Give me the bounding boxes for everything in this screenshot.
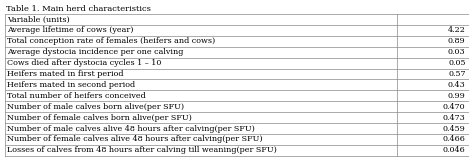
Text: 0.05: 0.05 xyxy=(448,59,465,67)
Bar xyxy=(5,36,397,47)
Text: 0.046: 0.046 xyxy=(443,146,465,154)
Bar xyxy=(5,112,397,123)
Bar xyxy=(5,101,397,112)
Text: 0.43: 0.43 xyxy=(448,81,465,89)
Bar xyxy=(397,69,469,80)
Text: 0.03: 0.03 xyxy=(448,48,465,56)
Bar xyxy=(5,25,397,36)
Bar xyxy=(397,112,469,123)
Bar xyxy=(5,14,397,25)
Text: Number of female calves born alive(per SFU): Number of female calves born alive(per S… xyxy=(7,114,192,122)
Bar xyxy=(397,90,469,101)
Text: Number of male calves alive 48 hours after calving(per SFU): Number of male calves alive 48 hours aft… xyxy=(7,124,255,132)
Bar xyxy=(397,36,469,47)
Bar xyxy=(5,58,397,69)
Bar xyxy=(5,47,397,58)
Bar xyxy=(5,90,397,101)
Text: 0.473: 0.473 xyxy=(443,114,465,122)
Text: 0.470: 0.470 xyxy=(443,103,465,111)
Text: Cows died after dystocia cycles 1 – 10: Cows died after dystocia cycles 1 – 10 xyxy=(7,59,162,67)
Bar xyxy=(5,69,397,80)
Bar xyxy=(5,134,397,145)
Text: Table 1. Main herd characteristics: Table 1. Main herd characteristics xyxy=(6,5,151,13)
Text: Total number of heifers conceived: Total number of heifers conceived xyxy=(7,92,146,100)
Bar xyxy=(397,101,469,112)
Bar xyxy=(397,25,469,36)
Bar xyxy=(397,123,469,134)
Text: Heifers mated in first period: Heifers mated in first period xyxy=(7,70,124,78)
Text: Heifers mated in second period: Heifers mated in second period xyxy=(7,81,135,89)
Bar xyxy=(397,14,469,25)
Text: Total conception rate of females (heifers and cows): Total conception rate of females (heifer… xyxy=(7,37,215,45)
Text: 0.57: 0.57 xyxy=(448,70,465,78)
Bar xyxy=(5,145,397,156)
Bar xyxy=(5,80,397,90)
Bar xyxy=(397,80,469,90)
Bar xyxy=(397,58,469,69)
Text: 4.22: 4.22 xyxy=(447,26,465,34)
Text: Variable (units): Variable (units) xyxy=(7,15,70,24)
Bar xyxy=(397,134,469,145)
Bar xyxy=(5,123,397,134)
Text: Average dystocia incidence per one calving: Average dystocia incidence per one calvi… xyxy=(7,48,183,56)
Text: Number of male calves born alive(per SFU): Number of male calves born alive(per SFU… xyxy=(7,103,184,111)
Text: Average lifetime of cows (year): Average lifetime of cows (year) xyxy=(7,26,134,34)
Text: Number of female calves alive 48 hours after calving(per SFU): Number of female calves alive 48 hours a… xyxy=(7,135,263,143)
Text: Losses of calves from 48 hours after calving till weaning(per SFU): Losses of calves from 48 hours after cal… xyxy=(7,146,277,154)
Bar xyxy=(397,145,469,156)
Text: 0.89: 0.89 xyxy=(448,37,465,45)
Text: 0.99: 0.99 xyxy=(448,92,465,100)
Text: 0.466: 0.466 xyxy=(443,135,465,143)
Bar xyxy=(397,47,469,58)
Text: 0.459: 0.459 xyxy=(443,124,465,132)
